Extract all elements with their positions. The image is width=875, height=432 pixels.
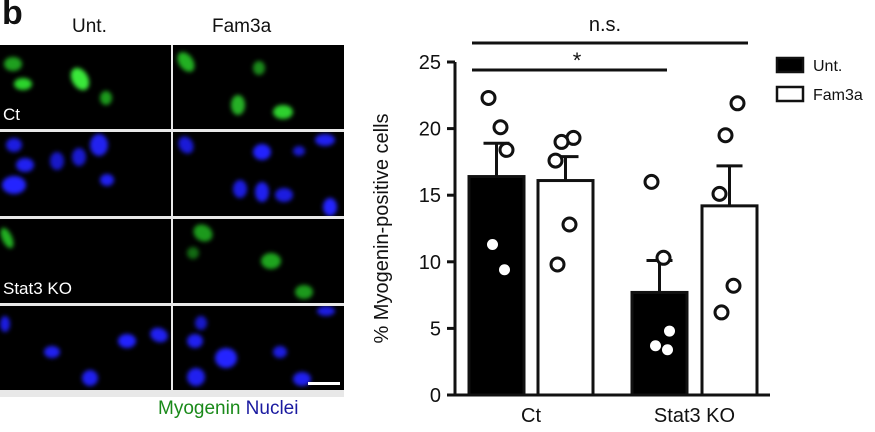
- significance-label-ns: n.s.: [589, 14, 621, 36]
- data-point: [643, 173, 660, 190]
- row-label-ct: Ct: [3, 105, 20, 124]
- micrograph-grid: Ct S: [0, 45, 344, 397]
- legend-label-1: Fam3a: [813, 87, 863, 104]
- data-point: [561, 216, 578, 233]
- y-tick-label: 5: [430, 318, 441, 340]
- image-ct-untreated-myogenin: Ct: [0, 45, 171, 129]
- image-ct-untreated-nuclei: [0, 132, 171, 216]
- data-point: [650, 340, 661, 352]
- y-tick-label: 25: [419, 52, 441, 74]
- data-point: [717, 127, 734, 144]
- data-point: [729, 95, 746, 112]
- data-point: [711, 185, 728, 202]
- image-stat3ko-untreated-nuclei: [0, 306, 171, 390]
- data-point: [499, 264, 510, 276]
- image-stat3ko-untreated-myogenin: Stat3 KO: [0, 219, 171, 303]
- data-point: [547, 152, 564, 169]
- data-point: [725, 277, 742, 294]
- data-point: [549, 256, 566, 273]
- stain-legend-nuclei: Nuclei: [245, 398, 299, 419]
- data-point: [498, 141, 515, 158]
- bar-unt-0: [467, 175, 526, 397]
- image-stat3ko-fam3a-nuclei: [173, 306, 344, 390]
- data-point: [664, 325, 675, 337]
- y-axis-label: % Myogenin-positive cells: [371, 113, 393, 343]
- stain-legend: Myogenin Nuclei: [158, 398, 298, 420]
- x-category-label: Stat3 KO: [654, 405, 735, 427]
- significance-label-star: *: [573, 48, 582, 73]
- data-point: [492, 119, 509, 136]
- data-point: [553, 133, 570, 150]
- data-point: [662, 344, 673, 356]
- image-ct-fam3a-nuclei: [173, 132, 344, 216]
- column-header-fam3a: Fam3a: [212, 16, 272, 37]
- panel-letter: b: [2, 0, 23, 32]
- row-label-stat3-ko: Stat3 KO: [3, 279, 72, 298]
- legend-swatch-1: [775, 85, 805, 103]
- data-point: [655, 249, 672, 266]
- y-tick-label: 15: [419, 185, 441, 207]
- x-category-label: Ct: [521, 405, 541, 427]
- y-tick-label: 0: [430, 385, 441, 407]
- data-point: [713, 304, 730, 321]
- data-point: [487, 238, 498, 250]
- image-stat3ko-fam3a-myogenin: [173, 219, 344, 303]
- data-point: [480, 89, 497, 106]
- stain-legend-myogenin: Myogenin: [158, 398, 241, 419]
- y-tick-label: 10: [419, 252, 441, 274]
- scale-bar: [308, 382, 340, 385]
- legend-swatch-0: [775, 56, 805, 74]
- legend-label-0: Unt.: [813, 58, 842, 75]
- bar-fam3a-1: [700, 204, 759, 397]
- image-ct-fam3a-myogenin: [173, 45, 344, 129]
- y-tick-label: 20: [419, 119, 441, 141]
- column-header-untreated: Unt.: [72, 16, 107, 37]
- bar-fam3a-0: [536, 179, 595, 397]
